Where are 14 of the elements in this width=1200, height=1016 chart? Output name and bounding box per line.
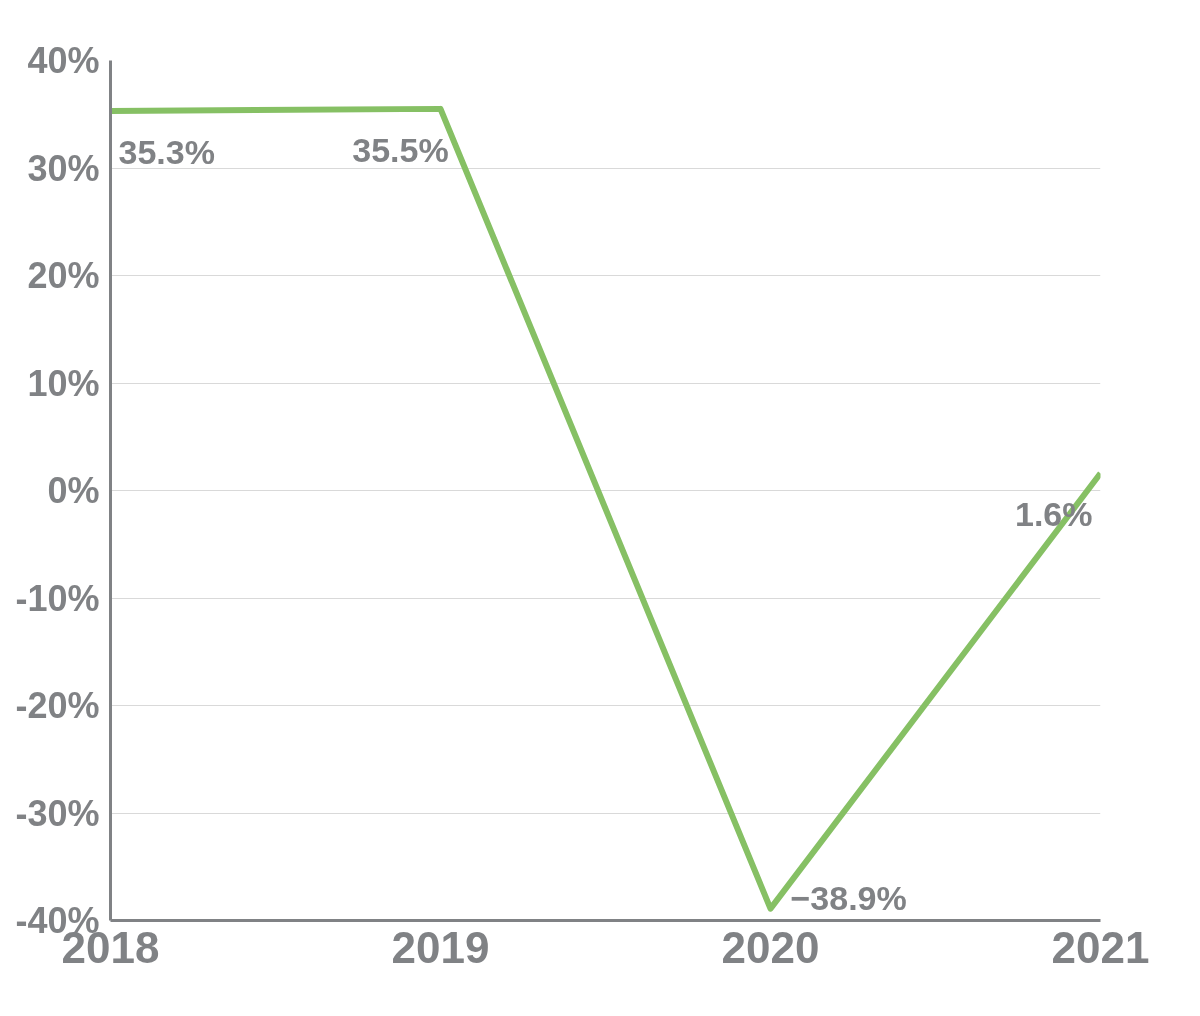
y-tick-label: 30% — [27, 147, 100, 189]
x-tick-label: 2020 — [721, 922, 820, 972]
y-tick-label: 40% — [27, 40, 100, 81]
y-tick-label: -30% — [15, 792, 100, 834]
y-tick-label: 10% — [27, 362, 100, 404]
data-label: −38.9% — [790, 878, 907, 917]
data-label: 35.5% — [352, 130, 449, 169]
y-tick-label: 20% — [27, 255, 100, 296]
x-tick-label: 2019 — [391, 922, 490, 972]
y-tick-label: -20% — [15, 685, 100, 726]
y-tick-label: -10% — [15, 577, 100, 619]
x-tick-label: 2021 — [1051, 922, 1150, 972]
y-tick-label: 0% — [47, 470, 100, 511]
data-label: 35.3% — [118, 133, 215, 172]
